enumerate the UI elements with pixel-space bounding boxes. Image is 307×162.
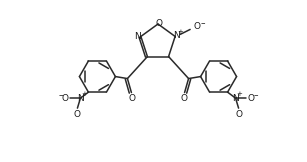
Text: N: N [134, 32, 141, 41]
Text: +: + [81, 91, 87, 97]
Text: O: O [247, 94, 254, 103]
Text: N: N [232, 94, 239, 103]
Text: N: N [77, 94, 84, 103]
Text: –: – [253, 91, 258, 100]
Text: O: O [156, 18, 162, 28]
Text: +: + [237, 91, 243, 97]
Text: N: N [173, 31, 180, 40]
Text: +: + [178, 29, 184, 35]
Text: –: – [201, 19, 205, 28]
Text: –: – [58, 91, 63, 100]
Text: O: O [235, 110, 242, 119]
Text: O: O [74, 110, 81, 119]
Text: O: O [194, 22, 200, 31]
Text: O: O [129, 94, 136, 103]
Text: O: O [62, 94, 69, 103]
Text: O: O [180, 94, 187, 103]
